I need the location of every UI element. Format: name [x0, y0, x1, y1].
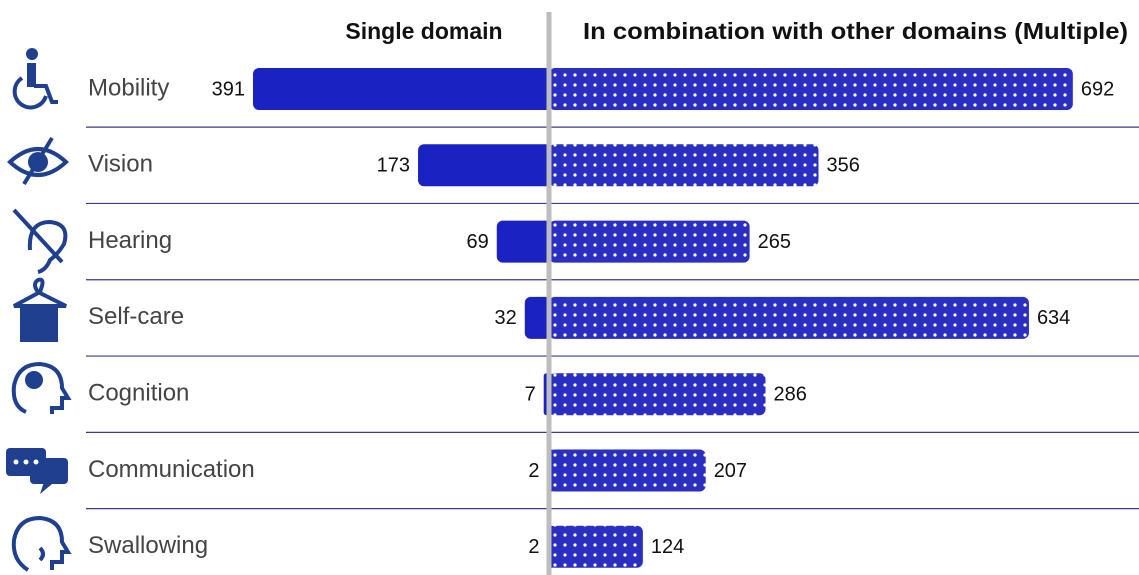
bar-multiple: [549, 449, 706, 492]
series-header: Single domain: [345, 18, 502, 44]
bar-single: [418, 144, 553, 187]
value-label: 69: [467, 231, 489, 253]
category-label: Communication: [88, 456, 255, 483]
value-label: 286: [774, 383, 807, 405]
bar-multiple: [549, 525, 643, 568]
value-label: 2: [528, 460, 539, 482]
icons: [6, 48, 72, 572]
icon-communication: [6, 448, 68, 494]
icon-hearing: [12, 208, 68, 274]
value-label: 7: [525, 383, 536, 405]
value-label: 692: [1081, 78, 1114, 100]
category-label: Cognition: [88, 380, 189, 407]
icon-vision: [7, 136, 69, 186]
category-label: Vision: [88, 151, 153, 178]
category-label: Swallowing: [88, 532, 208, 559]
bar-multiple: [549, 373, 766, 416]
value-label: 391: [212, 78, 245, 100]
value-label: 356: [826, 155, 859, 177]
center-divider: [546, 12, 552, 575]
icon-mobility: [12, 48, 58, 110]
value-label: 32: [495, 307, 517, 329]
icon-swallowing: [11, 515, 72, 572]
category-label: Mobility: [88, 74, 169, 101]
bar-multiple: [549, 144, 819, 187]
bar-single: [496, 220, 553, 263]
series-header: In combination with other domains (Multi…: [583, 18, 1128, 44]
value-label: 207: [714, 460, 747, 482]
value-label: 173: [377, 155, 410, 177]
icon-cognition: [11, 361, 72, 414]
bar-multiple: [549, 68, 1073, 110]
bar-single: [253, 68, 553, 110]
value-label: 2: [528, 536, 539, 558]
icon-self-care: [13, 277, 67, 342]
value-label: 265: [758, 231, 791, 253]
category-label: Hearing: [88, 227, 172, 254]
value-label: 124: [651, 536, 684, 558]
category-label: Self-care: [88, 303, 184, 330]
bar-multiple: [549, 296, 1029, 339]
value-label: 634: [1037, 307, 1070, 329]
bar-multiple: [549, 220, 750, 263]
bar-single: [524, 296, 553, 339]
